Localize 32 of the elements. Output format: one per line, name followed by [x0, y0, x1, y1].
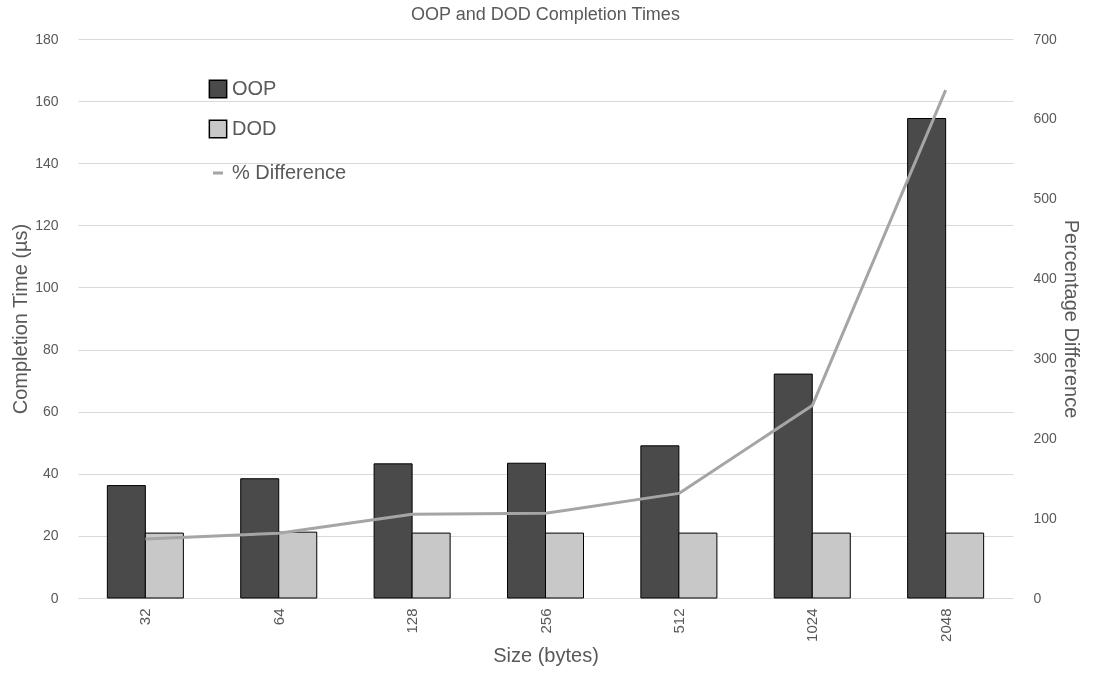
x-tick-label: 256	[536, 608, 554, 634]
y2-tick-label: 700	[1033, 30, 1058, 47]
y2-tick-label: 300	[1033, 349, 1058, 366]
y-tick-label: 160	[35, 92, 59, 109]
y-tick-label: 120	[35, 216, 59, 233]
y2-tick-label: 100	[1033, 509, 1058, 526]
y-tick-label: 140	[35, 154, 59, 171]
y-tick-label: 60	[42, 403, 59, 420]
x-tick-label: 128	[403, 608, 421, 634]
x-tick-label: 64	[269, 608, 287, 626]
y-tick-label: 20	[42, 527, 59, 544]
y-tick-label: 80	[42, 341, 59, 358]
legend-label: % Difference	[232, 161, 347, 183]
legend-label: DOD	[232, 117, 277, 139]
x-tick-label: 512	[669, 608, 687, 634]
legend-label: OOP	[232, 77, 277, 99]
x-axis-title: Size (bytes)	[493, 643, 599, 666]
x-tick-label: 32	[136, 608, 154, 626]
y-axis-title: Completion Time (µs)	[9, 223, 32, 415]
y-tick-label: 100	[35, 278, 59, 295]
chart-title: OOP and DOD Completion Times	[411, 4, 680, 24]
y-tick-label: 40	[42, 465, 59, 482]
y2-axis-title: Percentage Difference	[1060, 219, 1083, 419]
y2-tick-label: 500	[1033, 190, 1058, 207]
y2-tick-label: 200	[1033, 429, 1058, 446]
y-tick-label: 180	[35, 30, 59, 47]
y2-tick-label: 400	[1033, 270, 1058, 287]
y-tick-label: 0	[50, 589, 59, 606]
y2-tick-label: 600	[1033, 110, 1058, 127]
y2-tick-label: 0	[1033, 589, 1042, 606]
x-tick-label: 1024	[803, 608, 821, 642]
x-tick-label: 2048	[936, 608, 954, 642]
